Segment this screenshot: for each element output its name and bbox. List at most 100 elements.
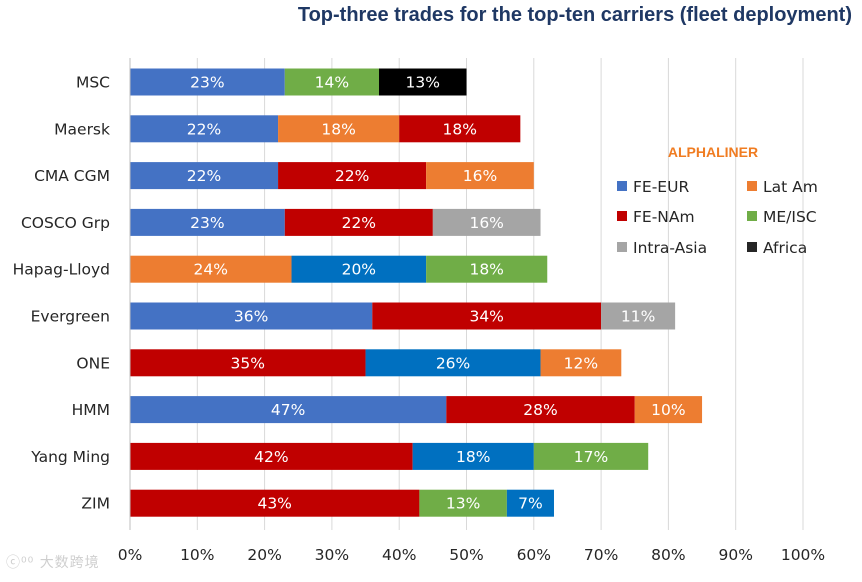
bar-segment [130,396,447,424]
legend-swatch [747,181,757,191]
data-label: 11% [621,308,655,326]
legend-item-label: ME/ISC [763,208,817,226]
bar-segment [130,442,413,470]
category-label: Evergreen [31,308,110,326]
data-label: 22% [187,120,221,138]
bar-segment [365,349,541,377]
x-tick-label: 100% [781,546,825,564]
bar-segment [601,302,676,330]
bar-segment [379,68,467,96]
x-tick-label: 80% [651,546,685,564]
x-tick-label: 50% [449,546,483,564]
data-label: 34% [469,308,503,326]
legend-item-label: FE-NAm [633,208,695,226]
data-label: 18% [456,448,490,466]
bar-segment [412,442,534,470]
data-label: 43% [257,495,291,513]
data-label: 22% [342,214,376,232]
data-label: 18% [321,120,355,138]
x-tick-label: 60% [517,546,551,564]
bar-segment [130,302,373,330]
data-label: 14% [315,74,349,92]
data-label: 47% [271,401,305,419]
bar-segment [130,489,420,517]
data-label: 24% [194,261,228,279]
bar-segment [130,255,292,283]
data-label: 36% [234,308,268,326]
data-label: 13% [406,74,440,92]
legend-item-label: Intra-Asia [633,239,707,257]
bar-segment [372,302,602,330]
bar-segment [291,255,427,283]
legend-item-label: Africa [763,239,807,257]
bars: 23% 14% 13% 22% 18% 18% 22% 22% 16% 23% 22% 16% 24% 2… [130,68,703,517]
category-label: HMM [72,401,110,419]
category-label: ONE [76,354,110,372]
legend-swatch [747,242,757,252]
bar-segment [399,115,521,143]
bar-segment [284,208,433,236]
data-label: 18% [443,120,477,138]
data-label: 18% [469,261,503,279]
legend: ALPHALINER FE-EUR Lat Am FE-NAm ME/ISC Intra-… [617,144,818,257]
legend-item-label: Lat Am [763,178,818,196]
data-label: 23% [190,214,224,232]
category-label: Hapag-Lloyd [13,261,110,279]
watermark-icon: ⓒ⁰⁰ [6,555,35,571]
data-label: 16% [469,214,503,232]
data-label: 22% [187,167,221,185]
watermark-text: 大数跨境 [39,555,100,571]
bar-segment [419,489,507,517]
bar-segment [130,115,279,143]
brand-label: ALPHALINER [668,144,758,160]
category-label: Yang Ming [30,448,110,466]
bar-segment [432,208,541,236]
bar-segment [284,68,380,96]
category-label: COSCO Grp [21,214,110,232]
bar-segment [533,442,649,470]
legend-swatch [617,242,627,252]
x-tick-label: 0% [118,546,143,564]
x-tick-label: 40% [382,546,416,564]
bar-segment [130,208,285,236]
data-label: 16% [463,167,497,185]
x-tick-label: 70% [584,546,618,564]
legend-swatch [617,181,627,191]
bar-segment [278,162,427,190]
bar-segment [426,255,548,283]
bar-segment [540,349,622,377]
legend-swatch [747,211,757,221]
data-label: 12% [564,354,598,372]
x-tick-label: 30% [315,546,349,564]
data-label: 28% [523,401,557,419]
legend-swatch [617,211,627,221]
data-label: 13% [446,495,480,513]
bar-segment [130,349,366,377]
bar-segment [130,162,279,190]
x-tick-label: 10% [180,546,214,564]
data-label: 42% [254,448,288,466]
data-label: 10% [651,401,685,419]
data-label: 17% [574,448,608,466]
bar-segment [634,396,703,424]
data-label: 7% [518,495,543,513]
category-label: ZIM [81,495,110,513]
data-label: 26% [436,354,470,372]
legend-item-label: FE-EUR [633,178,689,196]
data-label: 23% [190,74,224,92]
bar-segment [278,115,400,143]
data-label: 35% [231,354,265,372]
chart-title: Top-three trades for the top-ten carrier… [297,4,852,26]
category-label: Maersk [54,120,110,138]
bar-segment [130,68,285,96]
x-tick-label: 90% [718,546,752,564]
bar-segment [446,396,635,424]
category-label: MSC [76,74,110,92]
data-label: 20% [342,261,376,279]
axes: 0% 10% 20% 30% 40% 50% 60% 70% 80% 90% 100% MSC Maer… [13,58,825,564]
bar-segment [426,162,534,190]
x-tick-label: 20% [247,546,281,564]
bar-segment [506,489,554,517]
